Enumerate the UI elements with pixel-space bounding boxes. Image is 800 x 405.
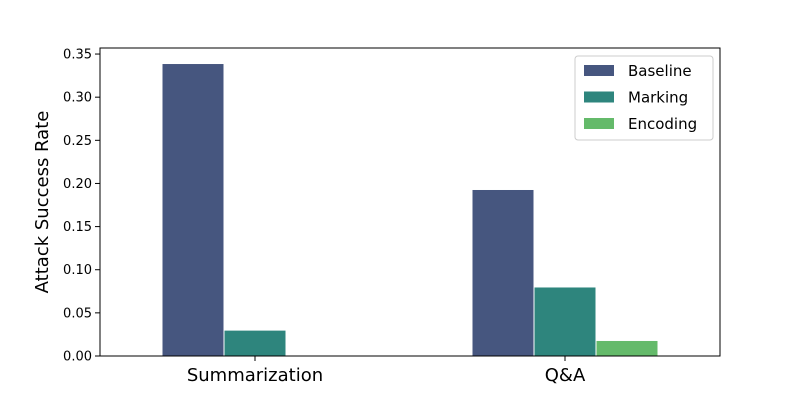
legend-label-baseline: Baseline bbox=[628, 62, 692, 80]
bar-marking-0 bbox=[223, 329, 287, 357]
bars-layer bbox=[161, 63, 659, 357]
legend-swatch-baseline bbox=[584, 65, 614, 76]
y-tick-label: 0.20 bbox=[63, 177, 92, 192]
y-tick-label: 0.00 bbox=[63, 350, 92, 365]
bar-encoding-1 bbox=[595, 339, 659, 357]
y-tick-label: 0.35 bbox=[63, 48, 92, 63]
plot-frame bbox=[99, 47, 721, 357]
y-axis: 0.00 0.05 0.10 0.15 0.20 0.25 0.30 0.35 bbox=[63, 48, 100, 365]
x-category-label: Summarization bbox=[187, 365, 323, 386]
x-axis: Summarization Q&A bbox=[187, 356, 586, 386]
x-category-label: Q&A bbox=[545, 365, 586, 386]
y-tick-label: 0.05 bbox=[63, 306, 92, 321]
y-tick-label: 0.30 bbox=[63, 91, 92, 106]
y-axis-title: Attack Success Rate bbox=[32, 111, 53, 294]
bar-baseline-0 bbox=[161, 63, 225, 357]
legend: Baseline Marking Encoding bbox=[574, 55, 714, 141]
legend-label-encoding: Encoding bbox=[628, 115, 697, 133]
legend-swatch-marking bbox=[584, 91, 614, 103]
y-tick-label: 0.15 bbox=[63, 220, 92, 235]
legend-swatch-encoding bbox=[584, 118, 614, 129]
y-tick-label: 0.25 bbox=[63, 134, 92, 149]
y-tick-label: 0.10 bbox=[63, 263, 92, 278]
bar-marking-1 bbox=[533, 286, 597, 357]
bar-baseline-1 bbox=[471, 188, 535, 357]
legend-label-marking: Marking bbox=[628, 89, 688, 107]
